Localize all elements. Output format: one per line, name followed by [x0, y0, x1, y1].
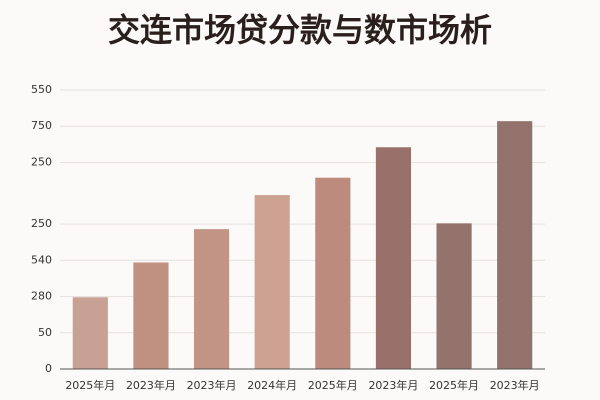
x-tick-label: 2025年月: [308, 378, 358, 392]
y-tick-label: 50: [38, 326, 52, 339]
y-tick-label: 250: [31, 155, 52, 168]
y-tick-label: 750: [31, 119, 52, 132]
y-tick-label: 280: [31, 290, 52, 303]
bar: [193, 229, 230, 369]
y-tick-label: 540: [31, 253, 52, 266]
y-tick-label: 550: [31, 83, 52, 96]
bar: [254, 195, 290, 369]
bar: [315, 177, 351, 369]
x-tick-label: 2024年月: [247, 378, 297, 392]
x-tick-label: 2025年月: [65, 378, 115, 392]
x-tick-label: 2023年月: [187, 378, 237, 392]
bar: [436, 223, 472, 369]
bar: [375, 147, 412, 369]
bar: [72, 297, 108, 369]
x-tick-label: 2023年月: [368, 378, 418, 392]
x-tick-label: 2023年月: [126, 378, 176, 392]
bar: [497, 121, 533, 369]
y-tick-label: 0: [45, 362, 52, 375]
x-tick-label: 2023年月: [490, 378, 540, 392]
bar: [133, 262, 169, 369]
y-tick-label: 250: [31, 217, 52, 230]
chart-title: 交连市场贷分款与数市场析: [108, 11, 492, 49]
x-tick-label: 2025年月: [429, 378, 479, 392]
